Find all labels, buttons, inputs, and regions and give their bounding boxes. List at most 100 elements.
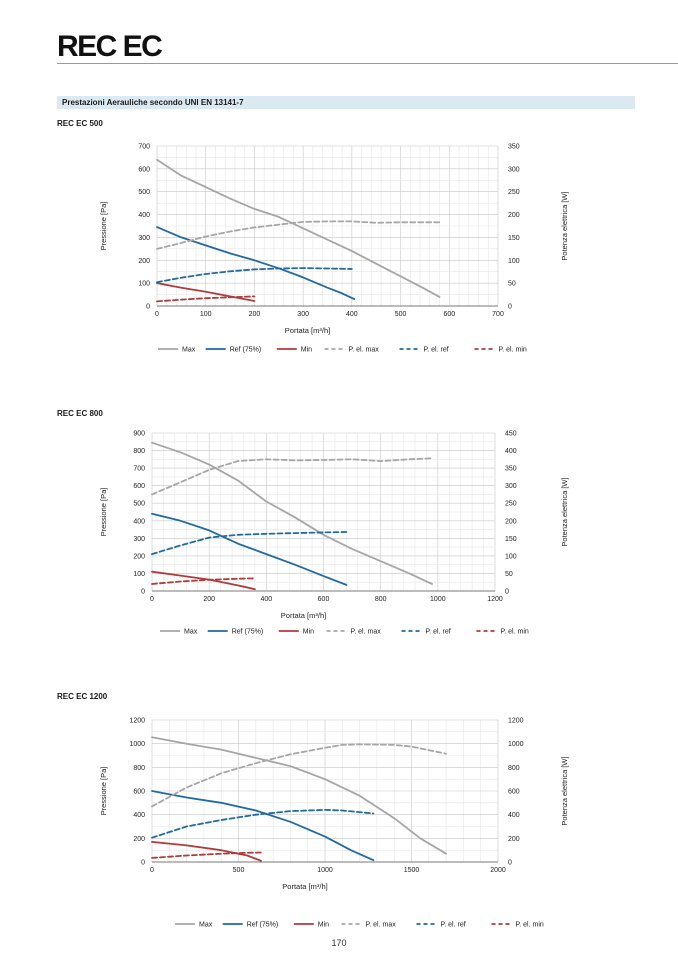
y2-tick-label: 0 [505, 589, 509, 596]
legend-label: Max [182, 347, 196, 354]
y2-tick-label: 50 [508, 281, 516, 288]
series-p-el-min [151, 851, 262, 859]
y-tick-label: 700 [133, 466, 145, 473]
x-axis-label: Portata [m³/h] [285, 326, 330, 335]
series-ref-75- [151, 790, 375, 862]
x-tick-label: 400 [346, 311, 358, 318]
y-tick-label: 600 [133, 789, 145, 796]
legend-label: Ref (75%) [230, 347, 262, 354]
y-tick-label: 800 [133, 765, 145, 772]
legend-label: Ref (75%) [247, 922, 279, 929]
series-p-el-min [156, 295, 256, 303]
legend: Max Ref (75%) Min P. el. max P. el. ref P. el… [175, 922, 544, 929]
x-tick-label: 2000 [490, 867, 506, 874]
y2-axis-label: Potenza elettrica [W] [560, 191, 569, 260]
page-number: 170 [331, 938, 347, 948]
x-tick-label: 200 [249, 311, 261, 318]
y-axis-label: Pressione [Pa] [99, 488, 108, 537]
legend-label: P. el. min [501, 629, 529, 636]
x-tick-label: 600 [318, 596, 330, 603]
section-title: Prestazioni Aerauliche secondo UNI EN 13… [62, 98, 244, 107]
x-tick-label: 400 [260, 596, 272, 603]
y-tick-label: 400 [138, 212, 150, 219]
series-p-el-max [156, 220, 441, 250]
y-axis-label: Pressione [Pa] [99, 767, 108, 816]
x-tick-label: 100 [200, 311, 212, 318]
y2-tick-label: 200 [505, 518, 517, 525]
legend: Max Ref (75%) Min P. el. max P. el. ref P. el… [160, 629, 529, 636]
x-axis-label: Portata [m³/h] [281, 611, 326, 620]
series-ref-75- [151, 512, 348, 586]
y2-tick-label: 300 [505, 483, 517, 490]
y-axis-label: Pressione [Pa] [99, 202, 108, 251]
chart-heading-rec-ec-800: REC EC 800 [57, 409, 103, 418]
legend-label: P. el. min [516, 922, 544, 929]
y2-tick-label: 100 [505, 553, 517, 560]
series-max [151, 441, 433, 585]
y-tick-label: 400 [133, 812, 145, 819]
x-tick-label: 300 [297, 311, 309, 318]
y-tick-label: 600 [133, 483, 145, 490]
legend-label: P. el. ref [426, 629, 451, 636]
legend-label: Ref (75%) [232, 629, 264, 636]
x-tick-label: 1000 [317, 867, 333, 874]
chart-heading-rec-ec-1200: REC EC 1200 [57, 692, 108, 701]
legend-label: Max [199, 922, 213, 929]
y-tick-label: 300 [133, 536, 145, 543]
y2-tick-label: 450 [505, 431, 517, 438]
x-tick-label: 1000 [430, 596, 446, 603]
title-divider [57, 63, 678, 64]
chart-heading-rec-ec-500: REC EC 500 [57, 119, 103, 128]
y2-tick-label: 350 [508, 144, 520, 151]
x-tick-label: 0 [150, 596, 154, 603]
y-tick-label: 200 [133, 836, 145, 843]
y2-tick-label: 800 [508, 765, 520, 772]
y2-tick-label: 150 [505, 536, 517, 543]
y-tick-label: 500 [133, 501, 145, 508]
x-tick-label: 200 [203, 596, 215, 603]
y2-tick-label: 0 [508, 860, 512, 867]
y-tick-label: 900 [133, 431, 145, 438]
legend-label: P. el. ref [441, 922, 466, 929]
x-tick-label: 800 [375, 596, 387, 603]
y-tick-label: 100 [133, 571, 145, 578]
series-max [151, 736, 447, 855]
y-tick-label: 200 [133, 553, 145, 560]
series-p-el-max [151, 743, 447, 808]
y2-tick-label: 250 [508, 189, 520, 196]
y-tick-label: 300 [138, 235, 150, 242]
y-tick-label: 100 [138, 281, 150, 288]
legend-label: Min [301, 347, 312, 354]
series-min [151, 841, 262, 862]
legend: Max Ref (75%) Min P. el. max P. el. ref P. el… [158, 347, 527, 354]
x-tick-label: 600 [443, 311, 455, 318]
series-p-el-ref [151, 531, 348, 555]
y2-tick-label: 200 [508, 212, 520, 219]
y2-tick-label: 350 [505, 466, 517, 473]
legend-label: Min [303, 629, 314, 636]
y-tick-label: 0 [141, 589, 145, 596]
y2-tick-label: 400 [508, 812, 520, 819]
legend-label: P. el. max [351, 629, 382, 636]
y2-tick-label: 600 [508, 789, 520, 796]
series-p-el-ref [151, 809, 375, 839]
x-tick-label: 0 [155, 311, 159, 318]
y2-tick-label: 300 [508, 166, 520, 173]
y2-tick-label: 200 [508, 836, 520, 843]
x-tick-label: 700 [492, 311, 504, 318]
y-tick-label: 500 [138, 189, 150, 196]
y-tick-label: 700 [138, 144, 150, 151]
x-tick-label: 1500 [404, 867, 420, 874]
series-p-el-ref [156, 267, 353, 284]
legend-label: Max [184, 629, 198, 636]
grid [151, 432, 496, 592]
y2-tick-label: 0 [508, 304, 512, 311]
series-min [156, 282, 256, 302]
grid [151, 719, 499, 863]
series-p-el-min [151, 577, 256, 585]
x-tick-label: 0 [150, 867, 154, 874]
legend-label: P. el. ref [424, 347, 449, 354]
